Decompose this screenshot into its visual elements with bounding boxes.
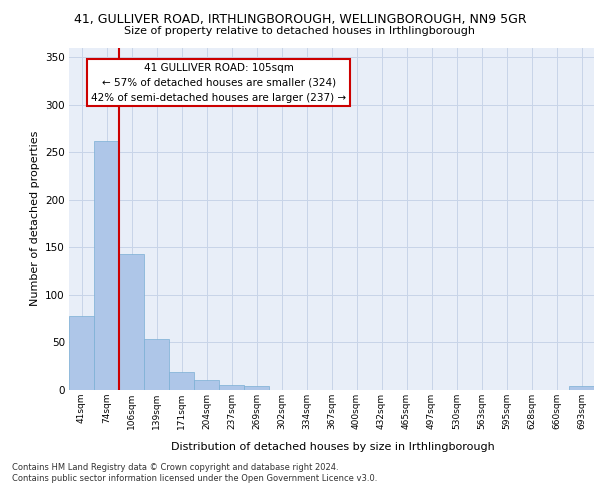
Text: 41 GULLIVER ROAD: 105sqm
← 57% of detached houses are smaller (324)
42% of semi-: 41 GULLIVER ROAD: 105sqm ← 57% of detach… [91,63,346,102]
Bar [94,140,119,390]
Y-axis label: Number of detached properties: Number of detached properties [29,131,40,306]
Text: Contains public sector information licensed under the Open Government Licence v3: Contains public sector information licen… [12,474,377,483]
Bar [169,372,194,390]
Text: 41, GULLIVER ROAD, IRTHLINGBOROUGH, WELLINGBOROUGH, NN9 5GR: 41, GULLIVER ROAD, IRTHLINGBOROUGH, WELL… [74,12,526,26]
Text: Distribution of detached houses by size in Irthlingborough: Distribution of detached houses by size … [171,442,495,452]
Bar [219,385,244,390]
Bar [144,338,169,390]
Text: Contains HM Land Registry data © Crown copyright and database right 2024.: Contains HM Land Registry data © Crown c… [12,462,338,471]
Text: Size of property relative to detached houses in Irthlingborough: Size of property relative to detached ho… [125,26,476,36]
Bar [194,380,219,390]
Bar [244,386,269,390]
Bar [119,254,144,390]
Bar [569,386,594,390]
Bar [69,316,94,390]
